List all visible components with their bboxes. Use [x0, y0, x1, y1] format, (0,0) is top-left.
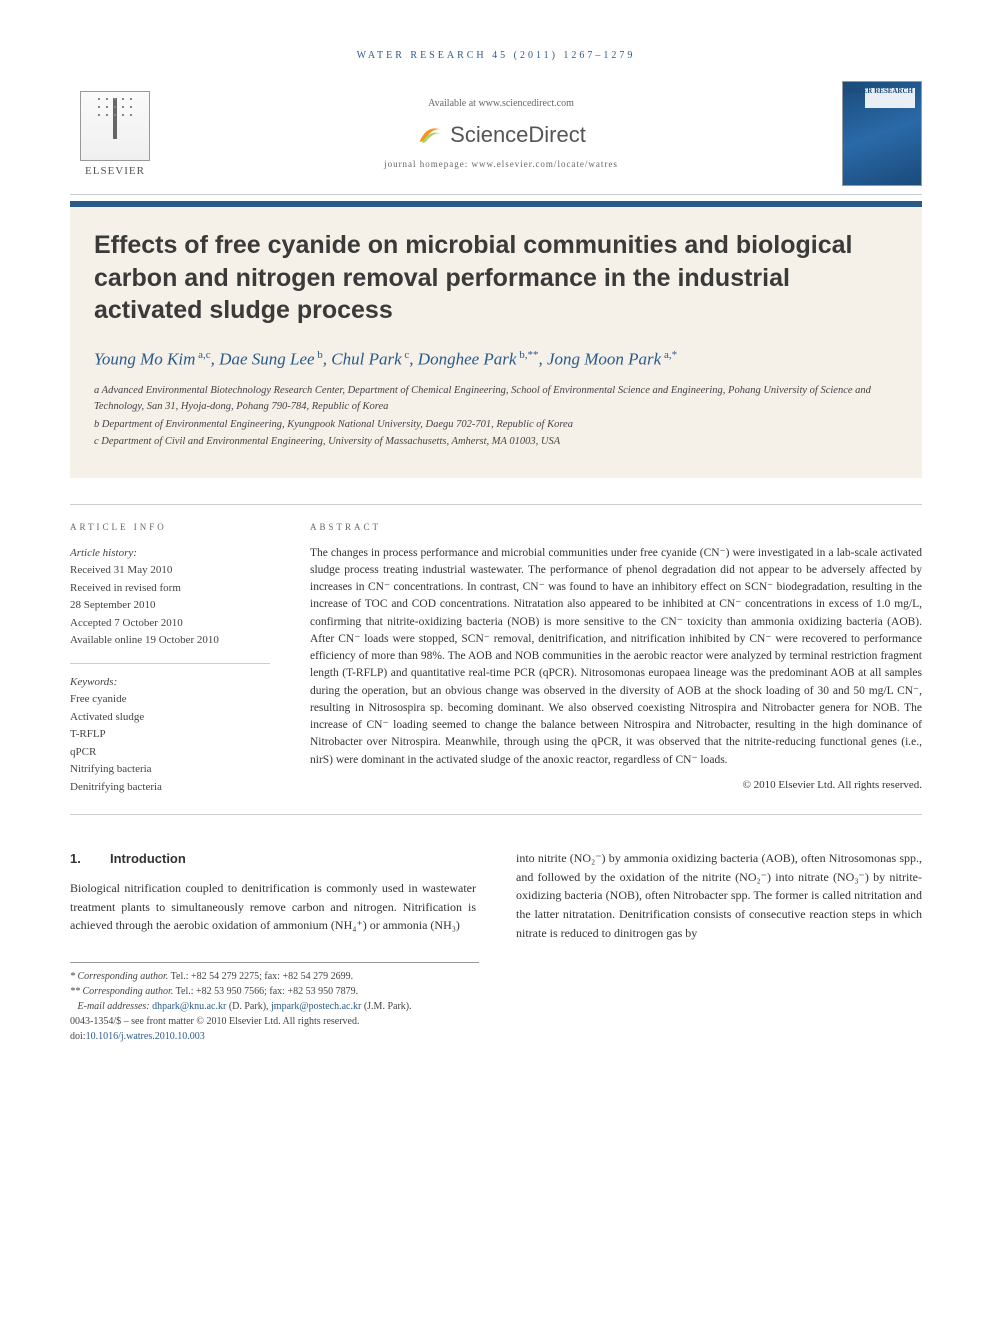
- section-number: 1.: [70, 849, 110, 869]
- affiliations: a Advanced Environmental Biotechnology R…: [94, 383, 898, 450]
- title-band: Effects of free cyanide on microbial com…: [70, 207, 922, 478]
- abstract-label: ABSTRACT: [310, 521, 922, 535]
- section-heading-intro: 1.Introduction: [70, 849, 476, 869]
- history-label: Article history:: [70, 545, 270, 562]
- keywords-block: Keywords: Free cyanide Activated sludge …: [70, 663, 270, 796]
- online-date: Available online 19 October 2010: [70, 632, 270, 649]
- affiliation-b: b Department of Environmental Engineerin…: [94, 417, 898, 433]
- corresponding-author-2: ** Corresponding author. Tel.: +82 53 95…: [70, 984, 479, 999]
- email-link-2[interactable]: jmpark@postech.ac.kr: [271, 1001, 361, 1012]
- article-info-label: ARTICLE INFO: [70, 521, 270, 535]
- corr1-label: * Corresponding author.: [70, 971, 168, 982]
- article-history: Article history: Received 31 May 2010 Re…: [70, 545, 270, 649]
- available-at-text: Available at www.sciencedirect.com: [180, 98, 822, 109]
- doi-line: doi:10.1016/j.watres.2010.10.003: [70, 1029, 479, 1044]
- author-list: Young Mo Kim a,c, Dae Sung Lee b, Chul P…: [94, 349, 898, 370]
- abstract-copyright: © 2010 Elsevier Ltd. All rights reserved…: [310, 777, 922, 794]
- doi-label: doi:: [70, 1031, 86, 1042]
- sciencedirect-logo[interactable]: ScienceDirect: [416, 121, 586, 149]
- body-column-left: 1.Introduction Biological nitrification …: [70, 849, 476, 942]
- keyword: Denitrifying bacteria: [70, 779, 270, 796]
- section-title: Introduction: [110, 851, 186, 866]
- corresponding-author-1: * Corresponding author. Tel.: +82 54 279…: [70, 969, 479, 984]
- issn-line: 0043-1354/$ – see front matter © 2010 El…: [70, 1014, 479, 1029]
- emails-label: E-mail addresses:: [78, 1001, 150, 1012]
- footnotes: * Corresponding author. Tel.: +82 54 279…: [70, 962, 479, 1044]
- corr1-contact: Tel.: +82 54 279 2275; fax: +82 54 279 2…: [171, 971, 354, 982]
- affiliation-a: a Advanced Environmental Biotechnology R…: [94, 383, 898, 415]
- publisher-name: ELSEVIER: [85, 165, 145, 177]
- sciencedirect-text: ScienceDirect: [450, 122, 586, 148]
- keywords-label: Keywords:: [70, 674, 270, 691]
- email-link-1[interactable]: dhpark@knu.ac.kr: [152, 1001, 226, 1012]
- article-title: Effects of free cyanide on microbial com…: [94, 229, 898, 327]
- affiliation-c: c Department of Civil and Environmental …: [94, 434, 898, 450]
- body-paragraph: into nitrite (NO₂⁻) by ammonia oxidizing…: [516, 849, 922, 942]
- body-columns: 1.Introduction Biological nitrification …: [70, 849, 922, 942]
- center-header: Available at www.sciencedirect.com Scien…: [160, 98, 842, 169]
- running-head: WATER RESEARCH 45 (2011) 1267–1279: [70, 50, 922, 61]
- journal-homepage-text: journal homepage: www.elsevier.com/locat…: [180, 159, 822, 169]
- corr2-contact: Tel.: +82 53 950 7566; fax: +82 53 950 7…: [176, 986, 359, 997]
- article-page: WATER RESEARCH 45 (2011) 1267–1279 ELSEV…: [0, 0, 992, 1084]
- elsevier-tree-icon: [80, 91, 150, 161]
- keyword: Free cyanide: [70, 691, 270, 708]
- info-abstract-row: ARTICLE INFO Article history: Received 3…: [70, 504, 922, 815]
- keyword: Activated sludge: [70, 709, 270, 726]
- revised-label: Received in revised form: [70, 580, 270, 597]
- revised-date: 28 September 2010: [70, 597, 270, 614]
- sciencedirect-swoosh-icon: [416, 121, 444, 149]
- received-date: Received 31 May 2010: [70, 562, 270, 579]
- elsevier-logo: ELSEVIER: [70, 84, 160, 184]
- accepted-date: Accepted 7 October 2010: [70, 615, 270, 632]
- abstract-column: ABSTRACT The changes in process performa…: [310, 521, 922, 796]
- corr2-label: ** Corresponding author.: [70, 986, 173, 997]
- journal-cover-thumbnail: WATER RESEARCH: [842, 81, 922, 186]
- body-column-right: into nitrite (NO₂⁻) by ammonia oxidizing…: [516, 849, 922, 942]
- journal-cover-title: WATER RESEARCH: [847, 88, 913, 95]
- keyword: qPCR: [70, 744, 270, 761]
- journal-header: ELSEVIER Available at www.sciencedirect.…: [70, 81, 922, 195]
- body-paragraph: Biological nitrification coupled to deni…: [70, 879, 476, 935]
- keyword: T-RFLP: [70, 726, 270, 743]
- doi-link[interactable]: 10.1016/j.watres.2010.10.003: [86, 1031, 205, 1042]
- email-line: E-mail addresses: dhpark@knu.ac.kr (D. P…: [70, 999, 479, 1014]
- abstract-text: The changes in process performance and m…: [310, 545, 922, 769]
- email-name-1: (D. Park),: [229, 1001, 269, 1012]
- keyword: Nitrifying bacteria: [70, 761, 270, 778]
- email-name-2: (J.M. Park).: [364, 1001, 412, 1012]
- article-info-column: ARTICLE INFO Article history: Received 3…: [70, 521, 270, 796]
